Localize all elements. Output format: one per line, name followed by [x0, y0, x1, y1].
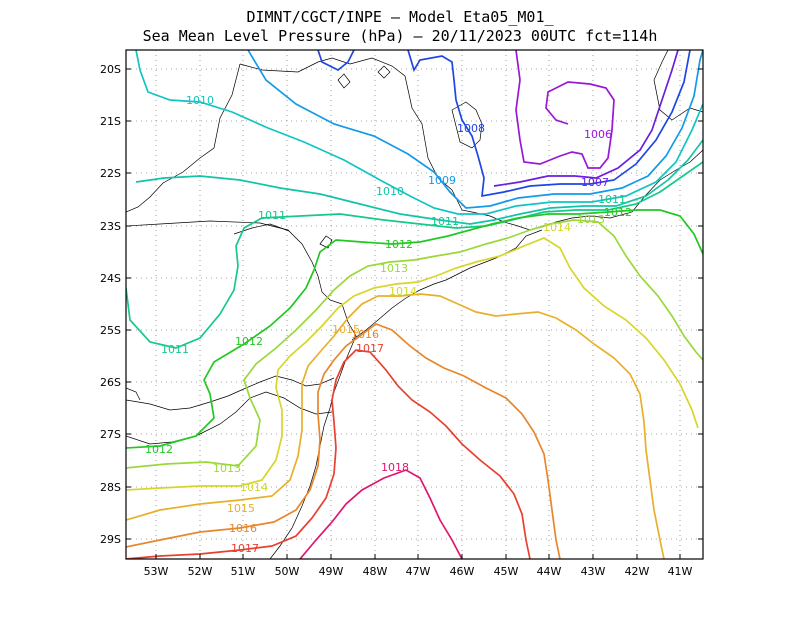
- contour-label: 1011: [598, 193, 626, 206]
- contour-label: 1012: [604, 206, 632, 219]
- contour-label: 1014: [240, 481, 268, 494]
- contour-label: 1017: [356, 342, 384, 355]
- lat-tick-label: 23S: [100, 220, 121, 233]
- lon-tick-label: 44W: [537, 565, 562, 578]
- contour-label: 1012: [145, 443, 173, 456]
- isobar-1010: [135, 50, 703, 215]
- contour-label: 1008: [457, 122, 485, 135]
- lat-tick-label: 25S: [100, 324, 121, 337]
- isobar-1015: [126, 293, 665, 559]
- contour-label: 1010: [186, 94, 214, 107]
- latitude-labels: 20S 21S 22S 23S 24S 25S 26S 27S 28S 29S: [100, 63, 121, 546]
- contour-label: 1017: [231, 542, 259, 555]
- contour-labels: 1010 1008 1006 1010 1009 1007 1011 1011 …: [145, 94, 632, 555]
- lat-tick-label: 28S: [100, 481, 121, 494]
- lon-tick-label: 49W: [319, 565, 344, 578]
- contour-label: 1009: [428, 174, 456, 187]
- lat-tick-label: 22S: [100, 167, 121, 180]
- isobar-1007: [493, 50, 679, 187]
- contour-label: 1015: [332, 323, 360, 336]
- map-frame: [125, 49, 704, 560]
- contour-label: 1010: [376, 185, 404, 198]
- isobar-1013: [126, 219, 703, 469]
- isobar-1009: [247, 50, 703, 209]
- contour-label: 1011: [258, 209, 286, 222]
- lon-tick-label: 48W: [363, 565, 388, 578]
- lon-tick-label: 41W: [668, 565, 693, 578]
- contour-label: 1014: [389, 285, 417, 298]
- lon-tick-label: 45W: [494, 565, 519, 578]
- lon-tick-label: 52W: [188, 565, 213, 578]
- contour-label: 1016: [351, 328, 379, 341]
- isobar-1018: [299, 469, 463, 559]
- lon-tick-label: 43W: [581, 565, 606, 578]
- contour-label: 1013: [213, 462, 241, 475]
- lat-tick-label: 21S: [100, 115, 121, 128]
- isobar-1011: [126, 161, 703, 349]
- isobar-1008: [317, 50, 691, 198]
- isobars: [126, 50, 703, 559]
- contour-label: 1012: [385, 238, 413, 251]
- isobar-1010-west: [135, 139, 703, 225]
- isobar-1017: [126, 349, 531, 559]
- lat-tick-label: 29S: [100, 533, 121, 546]
- lon-tick-label: 47W: [406, 565, 431, 578]
- contour-label: 1016: [229, 522, 257, 535]
- contour-label: 1011: [431, 215, 459, 228]
- tick-marks: [126, 68, 703, 559]
- contour-label: 1014: [543, 221, 571, 234]
- lat-tick-label: 24S: [100, 272, 121, 285]
- isobar-1006: [515, 50, 615, 169]
- longitude-labels: 53W 52W 51W 50W 49W 48W 47W 46W 45W 44W …: [144, 565, 693, 578]
- lat-tick-label: 27S: [100, 428, 121, 441]
- coastline-and-borders: [126, 50, 703, 559]
- lon-tick-label: 42W: [625, 565, 650, 578]
- contour-label: 1018: [381, 461, 409, 474]
- isobar-1012: [126, 209, 703, 449]
- lon-tick-label: 51W: [231, 565, 256, 578]
- lon-tick-label: 53W: [144, 565, 169, 578]
- map-grid: [126, 50, 703, 559]
- map-title-line2: Sea Mean Level Pressure (hPa) — 20/11/20…: [142, 27, 658, 45]
- lat-tick-label: 26S: [100, 376, 121, 389]
- isobar-1014: [126, 237, 699, 491]
- lat-tick-label: 20S: [100, 63, 121, 76]
- contour-label: 1012: [235, 335, 263, 348]
- lon-tick-label: 46W: [450, 565, 475, 578]
- contour-label: 1013: [380, 262, 408, 275]
- map-title-line1: DIMNT/CGCT/INPE — Model Eta05_M01_: [246, 8, 554, 26]
- lon-tick-label: 50W: [275, 565, 300, 578]
- contour-label: 1013: [577, 213, 605, 226]
- contour-label: 1015: [227, 502, 255, 515]
- contour-label: 1011: [161, 343, 189, 356]
- contour-label: 1006: [584, 128, 612, 141]
- contour-label: 1007: [581, 176, 609, 189]
- isobar-1016: [126, 323, 561, 559]
